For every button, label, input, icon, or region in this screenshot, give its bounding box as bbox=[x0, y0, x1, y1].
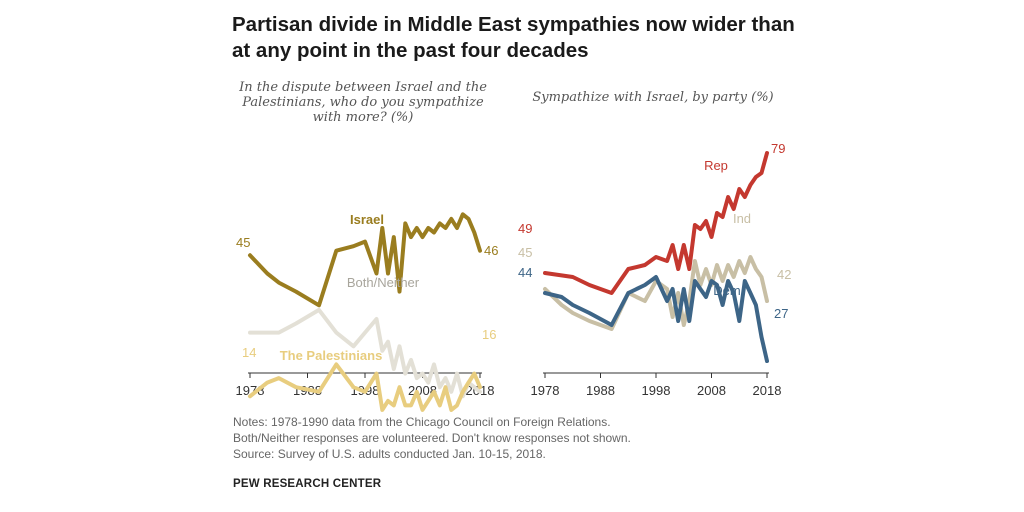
note-line-2: Both/Neither responses are volunteered. … bbox=[233, 431, 631, 445]
series-line-rep bbox=[543, 151, 769, 295]
x-tick-label: 1978 bbox=[236, 383, 265, 398]
series-label-israel: Israel bbox=[350, 212, 384, 227]
right-chart-subtitle: Sympathize with Israel, by party (%) bbox=[532, 90, 774, 105]
series-line-both-neither bbox=[248, 307, 482, 399]
left-chart-subtitle: In the dispute between Israel and the Pa… bbox=[239, 80, 487, 125]
note-line-3: Source: Survey of U.S. adults conducted … bbox=[233, 447, 546, 461]
start-value-rep: 49 bbox=[518, 221, 532, 236]
series-label-the-palestinians: The Palestinians bbox=[280, 348, 383, 363]
series-line-israel bbox=[248, 212, 482, 308]
start-value-israel: 45 bbox=[236, 235, 250, 250]
x-tick-label: 1998 bbox=[642, 383, 671, 398]
x-tick-label: 2008 bbox=[697, 383, 726, 398]
start-value-dem: 44 bbox=[518, 265, 532, 280]
end-value-dem: 27 bbox=[774, 306, 788, 321]
chart-title: Partisan divide in Middle East sympathie… bbox=[232, 13, 795, 62]
x-tick-label: 2018 bbox=[753, 383, 782, 398]
series-label-rep: Rep bbox=[704, 158, 728, 173]
end-value-ind: 42 bbox=[777, 267, 791, 282]
start-value-the-palestinians: 14 bbox=[242, 345, 256, 360]
end-value-the-palestinians: 16 bbox=[482, 327, 496, 342]
series-label-both-neither: Both/Neither bbox=[347, 275, 420, 290]
source-label: PEW RESEARCH CENTER bbox=[233, 478, 382, 490]
series-label-ind: Ind bbox=[733, 211, 751, 226]
end-value-rep: 79 bbox=[771, 141, 785, 156]
end-value-israel: 46 bbox=[484, 243, 498, 258]
x-tick-label: 1978 bbox=[531, 383, 560, 398]
x-tick-label: 1988 bbox=[586, 383, 615, 398]
series-label-dem: Dem bbox=[713, 283, 740, 298]
series-line-the-palestinians bbox=[248, 362, 482, 412]
start-value-ind: 45 bbox=[518, 245, 532, 260]
note-line-1: Notes: 1978-1990 data from the Chicago C… bbox=[233, 415, 611, 429]
chart-notes: Notes: 1978-1990 data from the Chicago C… bbox=[233, 414, 793, 462]
series-line-dem bbox=[543, 275, 769, 363]
